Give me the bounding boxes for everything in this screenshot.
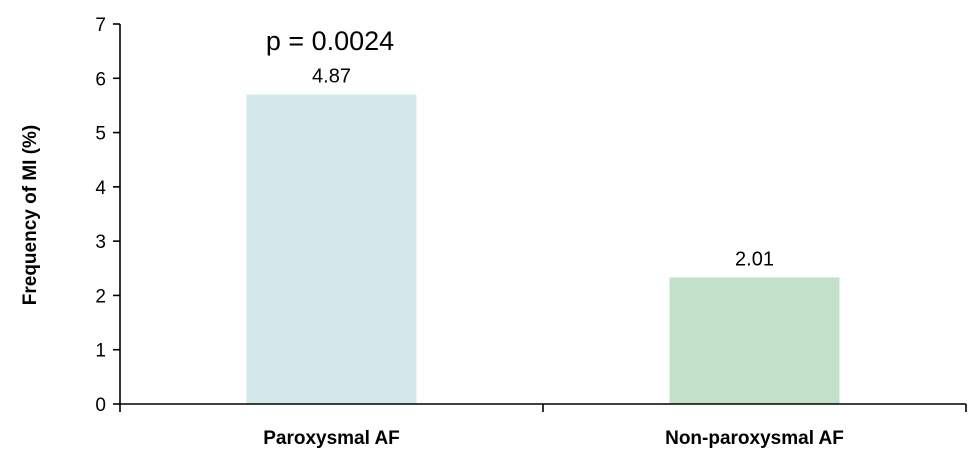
y-tick-label: 5 <box>95 124 106 145</box>
x-category-label: Paroxysmal AF <box>263 428 400 449</box>
y-tick-label: 3 <box>95 232 106 253</box>
bars <box>246 94 840 405</box>
y-tick-label: 4 <box>95 178 106 199</box>
x-category-label: Non-paroxysmal AF <box>665 428 844 449</box>
data-labels: 4.87 2.01 <box>312 66 774 271</box>
y-axis-label: Frequency of MI (%) <box>20 125 41 306</box>
y-tick-label: 7 <box>95 15 106 36</box>
y-tick-label: 6 <box>95 69 106 90</box>
y-axis-ticks: 0 1 2 3 4 5 6 7 <box>95 15 120 416</box>
y-tick-label: 2 <box>95 286 106 307</box>
bar-non-paroxysmal-af <box>669 277 840 404</box>
bar-paroxysmal-af <box>246 94 417 405</box>
y-tick-label: 1 <box>95 341 106 362</box>
p-value-annotation: p = 0.0024 <box>266 26 394 56</box>
bar-data-label: 2.01 <box>735 249 774 271</box>
x-axis-ticks: Paroxysmal AF Non-paroxysmal AF <box>119 404 967 449</box>
y-tick-label: 0 <box>95 395 106 416</box>
bar-data-label: 4.87 <box>312 66 351 88</box>
